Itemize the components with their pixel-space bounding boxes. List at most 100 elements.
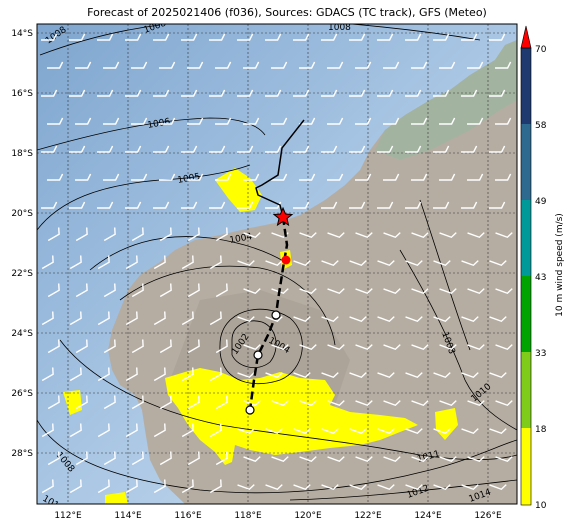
wind-barb <box>243 456 261 463</box>
wind-barb <box>405 260 423 267</box>
wind-barb <box>243 288 261 295</box>
lon-label: 118°E <box>234 511 262 521</box>
wind-barb <box>327 400 345 407</box>
colorbar-segment <box>521 48 531 124</box>
wind-barb <box>489 260 507 267</box>
wind-barb <box>355 400 373 407</box>
wind-barb <box>75 227 88 242</box>
wind-barb <box>355 288 373 295</box>
past-track-line <box>255 119 305 218</box>
wind-barb <box>489 33 506 41</box>
wind-barb <box>265 428 283 435</box>
wind-barb <box>187 395 200 410</box>
wind-barb <box>271 173 288 181</box>
wind-barb <box>237 145 254 153</box>
wind-barb <box>103 227 116 242</box>
wind-barb <box>405 201 422 209</box>
wind-barb <box>159 227 172 242</box>
wind-barb <box>125 423 138 438</box>
wind-barb <box>355 456 373 463</box>
wind-barb <box>181 33 198 41</box>
wind-barb <box>159 173 176 181</box>
wind-barb <box>47 339 60 354</box>
wind-barb <box>265 145 282 153</box>
wind-barb <box>405 316 423 323</box>
colorbar-tick: 70 <box>535 45 547 55</box>
wind-barb <box>153 255 166 270</box>
wind-barb <box>495 117 512 125</box>
wind-barb <box>433 484 451 491</box>
lat-label: 24°S <box>11 329 33 339</box>
wind-barb <box>271 344 289 351</box>
wind-barb <box>209 479 222 494</box>
wind-barb <box>293 428 311 435</box>
wind-barb <box>125 311 138 326</box>
wind-barb <box>433 428 451 435</box>
wind-barb <box>103 117 120 125</box>
wind-barb <box>271 456 289 463</box>
wind-barb <box>411 288 429 295</box>
wind-barb <box>495 173 512 181</box>
wind-barb <box>97 423 110 438</box>
wind-barb <box>69 145 86 153</box>
wind-barb <box>467 173 484 181</box>
wind-barb <box>75 283 88 298</box>
wind-barb <box>327 173 344 181</box>
wind-barb <box>69 33 86 41</box>
wind-barb <box>215 61 232 69</box>
wind-barb <box>467 232 485 239</box>
wind-barb <box>97 255 110 270</box>
wind-barb <box>103 173 120 181</box>
wind-barb <box>47 451 60 466</box>
wind-barb <box>439 232 457 239</box>
wind-barb <box>461 484 479 491</box>
colorbar-tick: 10 <box>535 501 547 511</box>
wind-barb <box>271 117 288 125</box>
wind-barb <box>327 456 345 463</box>
wind-barb <box>383 117 400 125</box>
colorbar-tick: 43 <box>535 273 546 283</box>
wind-barb <box>97 311 110 326</box>
wind-barb <box>125 33 142 41</box>
wind-barb <box>299 400 317 407</box>
wind-barb <box>461 372 479 379</box>
wind-barb <box>153 479 166 494</box>
wind-barb <box>215 451 228 466</box>
wind-barb <box>411 456 429 463</box>
wind-barb <box>405 33 422 41</box>
colorbar-segment <box>521 276 531 352</box>
wind-barb <box>181 479 194 494</box>
lat-label: 26°S <box>11 389 33 399</box>
colorbar-segment <box>521 428 531 505</box>
wind-barb <box>489 428 507 435</box>
wind-barb <box>489 484 507 491</box>
wind-barb <box>411 344 429 351</box>
wind-barb <box>383 173 400 181</box>
wind-barb <box>209 423 222 438</box>
wind-barb <box>75 451 88 466</box>
wind-barb <box>411 400 429 407</box>
wind-barb <box>97 89 114 97</box>
wind-barb <box>321 33 338 41</box>
wind-barb <box>181 255 194 270</box>
wind-barb <box>131 451 144 466</box>
wind-barb <box>411 117 428 125</box>
wind-barb <box>489 201 506 209</box>
wind-barb <box>69 367 82 382</box>
wind-barb <box>383 344 401 351</box>
wind-barb <box>125 255 138 270</box>
wind-barb <box>69 311 82 326</box>
wind-barb <box>131 61 148 69</box>
wind-barb <box>125 201 142 209</box>
wind-barb <box>215 339 228 354</box>
wind-barb <box>299 344 317 351</box>
lat-label: 14°S <box>11 29 33 39</box>
wind-barb <box>377 145 394 153</box>
forecast-position-marker <box>271 310 281 320</box>
wind-barb <box>75 117 92 125</box>
wind-barb <box>159 61 176 69</box>
wind-barb <box>243 232 261 239</box>
wind-barb <box>209 255 222 270</box>
wind-barb <box>131 339 144 354</box>
wind-barb <box>327 288 345 295</box>
